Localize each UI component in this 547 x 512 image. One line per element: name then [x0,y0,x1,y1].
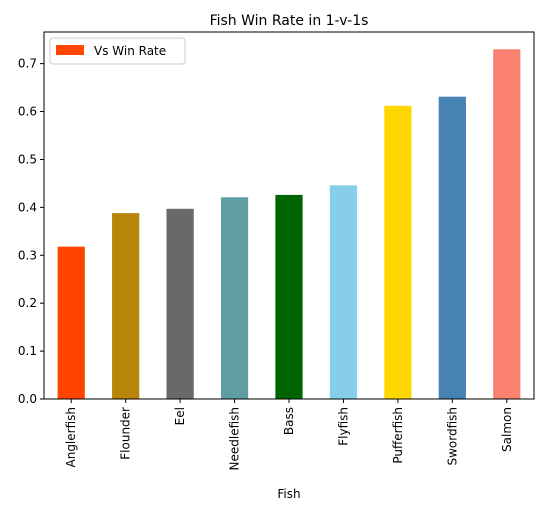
bar-swordfish [438,96,466,400]
y-tick-label: 0.7 [18,57,37,71]
plot-area: 0.0 0.1 0.2 0.3 0.4 0.5 0.6 0.7 Anglerfish Floun… [18,31,535,471]
x-axis: Anglerfish Flounder Eel Needlefish Bass Flyfi… [64,399,514,471]
bar-anglerfish [57,246,85,399]
y-tick-label: 0.3 [18,248,37,262]
x-tick-label: Swordfish [445,407,459,466]
y-tick-label: 0.6 [18,105,37,119]
legend-box [49,37,186,65]
x-tick-label: Bass [282,407,296,435]
legend-label: Vs Win Rate [94,44,166,58]
bar-pufferfish [384,105,412,399]
bar-eel [166,208,194,399]
legend: Vs Win Rate [49,37,186,65]
legend-swatch [56,45,84,55]
y-tick-label: 0.5 [18,152,37,166]
x-tick-label: Flounder [119,407,133,460]
x-tick-label: Flyfish [336,407,350,446]
y-axis: 0.0 0.1 0.2 0.3 0.4 0.5 0.6 0.7 [18,57,44,406]
x-tick-label: Anglerfish [64,407,78,468]
bars-group [57,49,521,400]
y-tick-label: 0.0 [18,392,37,406]
x-tick-label: Needlefish [228,407,242,471]
bar-salmon [493,49,521,399]
bar-flounder [112,213,140,399]
y-tick-label: 0.4 [18,200,37,214]
y-tick-label: 0.2 [18,296,37,310]
bar-bass [275,194,303,399]
y-tick-label: 0.1 [18,344,37,358]
x-axis-label: Fish [277,487,300,501]
x-tick-label: Pufferfish [391,407,405,464]
chart-title: Fish Win Rate in 1-v-1s [210,13,369,29]
x-tick-label: Eel [173,407,187,425]
x-tick-label: Salmon [500,407,514,452]
bar-flyfish [329,185,358,399]
bar-needlefish [220,197,249,399]
